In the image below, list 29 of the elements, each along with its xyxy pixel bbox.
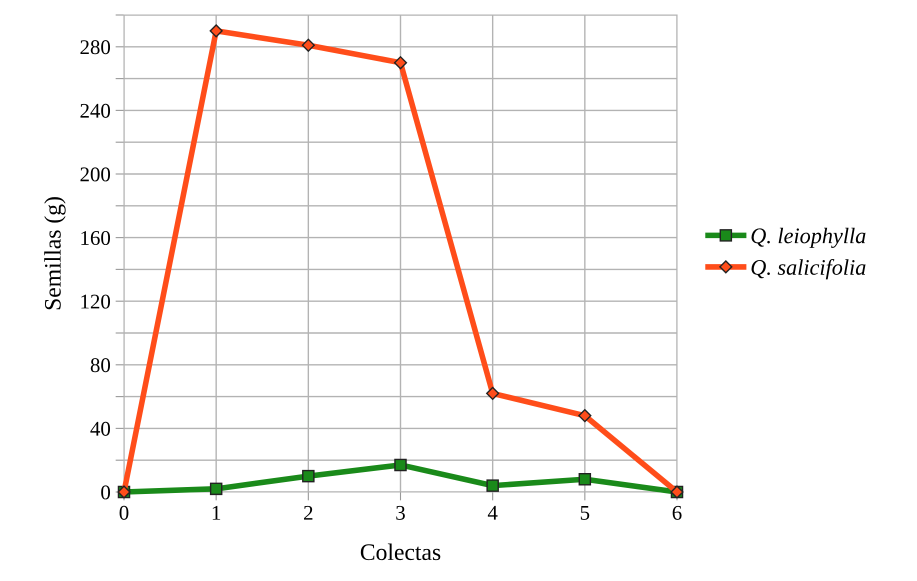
point [394, 458, 407, 472]
point [486, 386, 500, 400]
x-tick-label: 4 [488, 506, 498, 520]
y-tick-label: 240 [80, 104, 110, 118]
x-tick-label: 3 [396, 506, 405, 520]
legend-label: Q. leiophylla [752, 228, 866, 248]
y-axis-title: Semillas (g) [44, 197, 66, 310]
x-tick-label: 1 [212, 506, 220, 520]
x-tick-label: 5 [580, 506, 590, 520]
point [210, 24, 223, 38]
y-tick-label: 280 [80, 40, 110, 54]
point [394, 56, 408, 70]
point [210, 482, 222, 496]
y-tick-label: 160 [81, 230, 110, 246]
y-tick-label: 0 [101, 485, 110, 500]
legend-label: Q. salicifolia [752, 259, 866, 280]
point [302, 470, 315, 482]
y-tick-label: 120 [81, 294, 110, 309]
x-tick-label: 6 [672, 506, 682, 520]
y-tick-label: 40 [90, 422, 110, 436]
point [302, 38, 315, 52]
x-axis-title: Colectas [360, 544, 440, 560]
y-tick-label: 200 [80, 167, 110, 182]
x-tick-label: 0 [120, 506, 128, 520]
point [578, 473, 592, 486]
x-tick-label: 2 [304, 506, 312, 520]
point [486, 479, 499, 492]
point [578, 409, 592, 422]
y-tick-label: 80 [90, 358, 110, 372]
